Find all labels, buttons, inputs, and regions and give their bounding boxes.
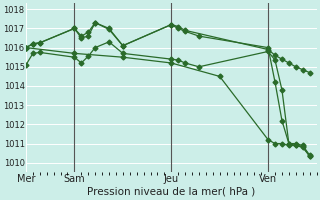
X-axis label: Pression niveau de la mer( hPa ): Pression niveau de la mer( hPa ) xyxy=(87,187,255,197)
